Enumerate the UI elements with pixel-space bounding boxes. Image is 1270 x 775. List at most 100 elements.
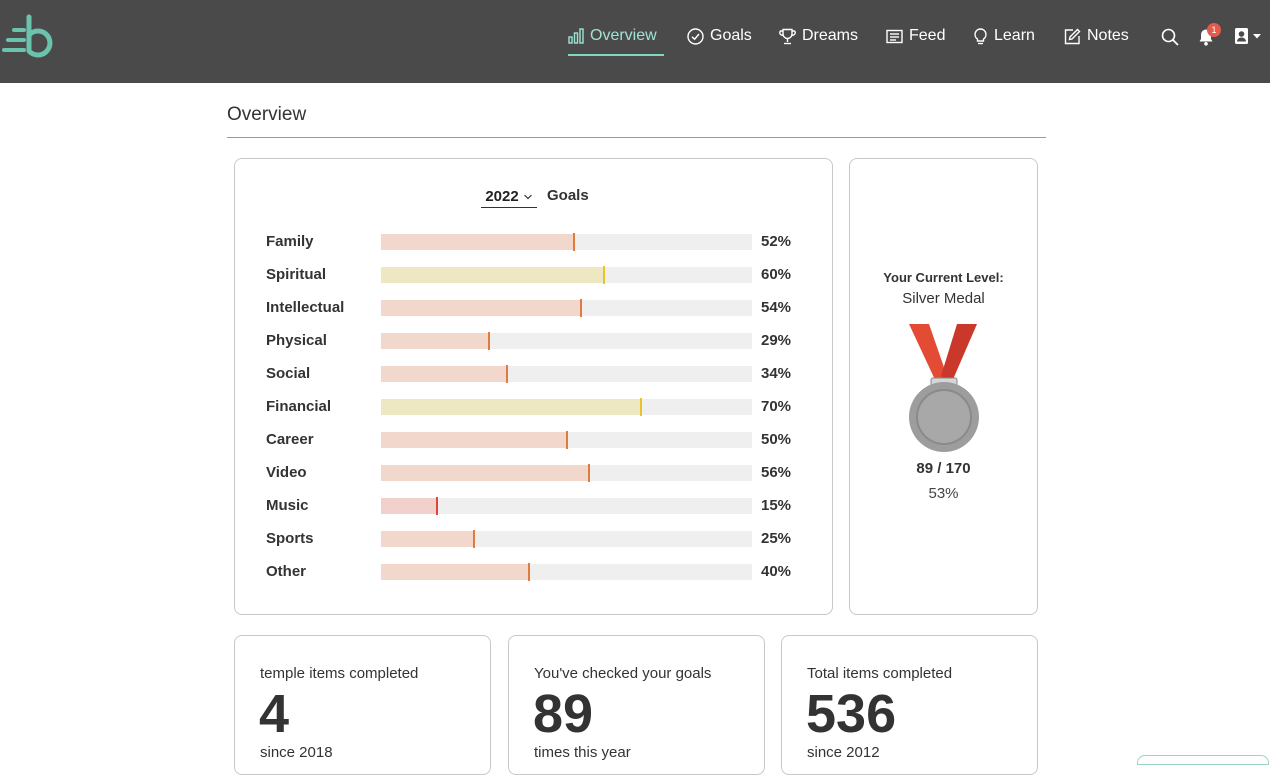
goal-progress-marker xyxy=(588,464,590,482)
goal-percent-label: 70% xyxy=(761,398,792,415)
goal-progress-marker xyxy=(436,497,438,515)
goal-progress-marker xyxy=(528,563,530,581)
goal-percent-label: 15% xyxy=(761,497,792,514)
goal-progress-marker xyxy=(640,398,642,416)
caret-down-icon xyxy=(1253,34,1261,39)
goal-progress-fill xyxy=(381,267,604,283)
goal-category-label: Social xyxy=(266,365,311,382)
goal-progress-fill xyxy=(381,465,589,481)
level-percent: 53% xyxy=(928,485,959,502)
search-icon[interactable] xyxy=(1161,28,1179,46)
goal-progress-marker xyxy=(488,332,490,350)
goal-progress-track xyxy=(381,365,752,383)
stat-caption: Total items completed xyxy=(807,665,953,682)
goal-row[interactable]: Other 40% xyxy=(266,563,806,581)
stat-card-temple: temple items completed 4 since 2018 xyxy=(234,635,491,775)
goal-progress-marker xyxy=(506,365,508,383)
stat-caption: You've checked your goals xyxy=(534,665,712,682)
nav-learn-label: Learn xyxy=(994,27,1035,44)
nav-feed[interactable]: Feed xyxy=(886,22,945,50)
stat-number: 4 xyxy=(259,684,290,744)
goal-progress-fill xyxy=(381,234,574,250)
goal-progress-marker xyxy=(603,266,605,284)
goal-row[interactable]: Family 52% xyxy=(266,233,806,251)
goal-row[interactable]: Social 34% xyxy=(266,365,806,383)
silver-medal-icon xyxy=(909,324,979,452)
stat-subcaption: since 2012 xyxy=(807,744,880,761)
goal-progress-fill xyxy=(381,399,641,415)
goal-row[interactable]: Intellectual 54% xyxy=(266,299,806,317)
goal-category-label: Sports xyxy=(266,530,314,547)
stat-number: 536 xyxy=(806,684,897,744)
app-logo[interactable] xyxy=(2,14,64,60)
goal-category-label: Music xyxy=(266,497,309,514)
goal-progress-marker xyxy=(473,530,475,548)
goal-category-label: Spiritual xyxy=(266,266,327,283)
page-title: Overview xyxy=(227,104,307,125)
nav-overview[interactable]: Overview xyxy=(568,22,657,50)
goal-progress-marker xyxy=(573,233,575,251)
goal-progress-track xyxy=(381,233,752,251)
nav-goals-label: Goals xyxy=(710,27,752,44)
goal-row[interactable]: Music 15% xyxy=(266,497,806,515)
year-select-value: 2022 xyxy=(485,188,519,205)
goal-percent-label: 56% xyxy=(761,464,792,481)
goal-category-label: Intellectual xyxy=(266,299,345,316)
goal-progress-fill xyxy=(381,432,567,448)
nav-notes[interactable]: Notes xyxy=(1064,22,1129,50)
goal-row[interactable]: Video 56% xyxy=(266,464,806,482)
goal-percent-label: 50% xyxy=(761,431,792,448)
lightbulb-icon xyxy=(974,27,987,44)
nav-overview-label: Overview xyxy=(590,27,657,44)
goal-progress-track xyxy=(381,266,752,284)
goal-progress-fill xyxy=(381,333,489,349)
goal-category-label: Family xyxy=(266,233,314,250)
nav-feed-label: Feed xyxy=(909,27,946,44)
chevron-down-icon xyxy=(523,194,532,199)
user-contact-icon xyxy=(1235,28,1248,44)
goal-progress-marker xyxy=(566,431,568,449)
feed-icon xyxy=(886,29,903,43)
goal-progress-fill xyxy=(381,366,507,382)
check-circle-icon xyxy=(687,27,704,45)
level-name: Silver Medal xyxy=(902,290,985,307)
goals-card-label: Goals xyxy=(547,187,589,204)
goal-row[interactable]: Physical 29% xyxy=(266,332,806,350)
goal-progress-fill xyxy=(381,564,529,580)
year-select[interactable]: 2022 xyxy=(481,186,537,208)
goal-progress-track xyxy=(381,398,752,416)
stat-caption: temple items completed xyxy=(260,665,419,682)
goal-row[interactable]: Spiritual 60% xyxy=(266,266,806,284)
goal-progress-track xyxy=(381,332,752,350)
nav-learn[interactable]: Learn xyxy=(973,22,1035,50)
top-navigation-bar: Overview Goals Dreams Feed Learn Notes 1 xyxy=(0,0,1270,83)
level-score: 89 / 170 xyxy=(916,460,971,477)
stat-card-total-items: Total items completed 536 since 2012 xyxy=(781,635,1038,775)
floating-help-button[interactable] xyxy=(1137,755,1269,765)
goal-percent-label: 25% xyxy=(761,530,792,547)
nav-dreams-label: Dreams xyxy=(802,27,859,44)
goal-category-label: Career xyxy=(266,431,314,448)
goal-category-label: Physical xyxy=(266,332,327,349)
nav-dreams[interactable]: Dreams xyxy=(779,22,858,50)
stat-number: 89 xyxy=(533,684,594,744)
goal-progress-track xyxy=(381,464,752,482)
goal-progress-fill xyxy=(381,300,581,316)
nav-goals[interactable]: Goals xyxy=(687,22,752,50)
edit-icon xyxy=(1064,28,1081,44)
goal-row[interactable]: Sports 25% xyxy=(266,530,806,548)
stat-subcaption: times this year xyxy=(534,744,631,761)
nav-notes-label: Notes xyxy=(1087,27,1129,44)
bar-chart-icon xyxy=(568,28,584,44)
goal-progress-track xyxy=(381,563,752,581)
goal-percent-label: 29% xyxy=(761,332,792,349)
goal-row[interactable]: Financial 70% xyxy=(266,398,806,416)
goal-percent-label: 54% xyxy=(761,299,792,316)
goal-percent-label: 60% xyxy=(761,266,792,283)
goal-progress-track xyxy=(381,431,752,449)
goal-category-label: Other xyxy=(266,563,307,580)
goal-percent-label: 52% xyxy=(761,233,792,250)
account-menu[interactable] xyxy=(1234,27,1262,45)
title-divider xyxy=(227,137,1046,138)
goal-row[interactable]: Career 50% xyxy=(266,431,806,449)
